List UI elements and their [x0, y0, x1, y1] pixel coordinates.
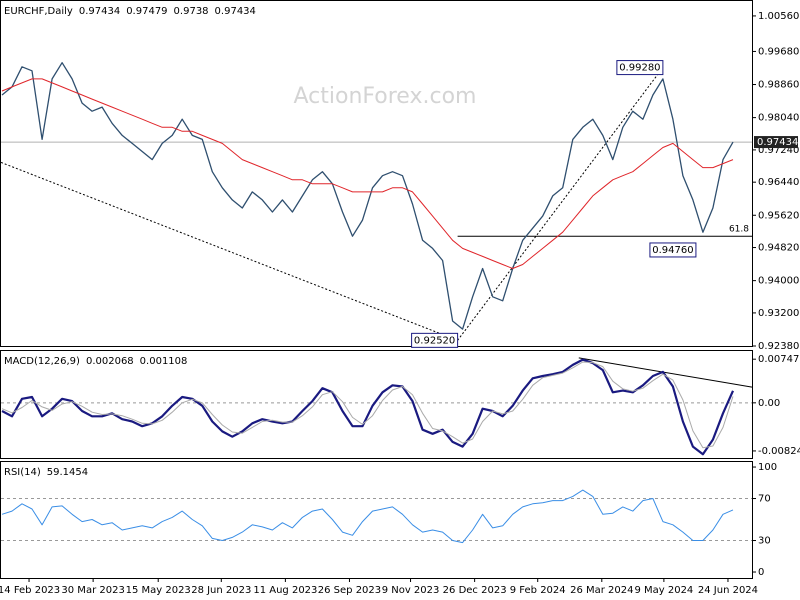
y-tick-label: 0.94000	[758, 276, 799, 287]
x-tick-label: 30 Mar 2023	[61, 585, 124, 596]
annotation-label: 0.94760	[652, 245, 693, 256]
x-tick-label: 26 Sep 2023	[318, 585, 381, 596]
x-tick-label: 26 Dec 2023	[443, 585, 507, 596]
y-tick-label: 0.95620	[758, 210, 799, 221]
y-tick-label: 0.00	[758, 398, 780, 409]
x-tick-label: 28 Jun 2023	[191, 585, 251, 596]
trendline	[578, 357, 753, 388]
series-line	[1, 78, 734, 269]
y-tick-label: 0.92380	[758, 341, 799, 352]
rsi-frame	[0, 461, 753, 579]
header-text: 0.97434	[79, 6, 120, 17]
x-tick-label: 9 Feb 2024	[510, 585, 566, 596]
series-line	[1, 361, 734, 449]
price-frame	[0, 0, 753, 347]
panel-header: RSI(14) 59.1454	[4, 467, 88, 478]
y-tick-label: 1.00560	[758, 11, 799, 22]
y-tick-label: 30	[758, 536, 771, 547]
annotation-box	[616, 60, 664, 76]
watermark: ActionForex.com	[294, 84, 477, 109]
annotation-box	[411, 332, 459, 348]
y-tick-label: 0.96440	[758, 177, 799, 188]
header-text: 0.001108	[140, 356, 188, 367]
panel-header: MACD(12,26,9) 0.002068 0.001108	[4, 356, 187, 367]
x-tick-label: 15 May 2023	[126, 585, 191, 596]
header-text: 0.002068	[86, 356, 134, 367]
x-tick-label: 26 Mar 2024	[570, 585, 633, 596]
y-tick-label: 0.93200	[758, 308, 799, 319]
header-text: 0.97434	[215, 6, 256, 17]
fib-label: 61.8	[729, 225, 749, 235]
header-text: 59.1454	[47, 467, 88, 478]
last-price-label: 0.97434	[757, 137, 798, 148]
annotation-label: 0.99280	[619, 63, 660, 74]
y-tick-label: 0	[758, 567, 764, 578]
y-tick-label: 0.98040	[758, 113, 799, 124]
panel-header: EURCHF,Daily 0.97434 0.97479 0.9738 0.97434	[4, 6, 256, 17]
header-text: MACD(12,26,9)	[4, 356, 80, 367]
series-line	[1, 489, 734, 544]
x-tick-label: 14 Feb 2023	[0, 585, 60, 596]
y-tick-label: 0.97240	[758, 145, 799, 156]
macd-frame	[0, 350, 753, 459]
y-tick-label: 100	[758, 462, 777, 473]
header-text: 0.97479	[126, 6, 167, 17]
x-tick-label: 9 Nov 2023	[382, 585, 440, 596]
trendline	[0, 161, 458, 341]
x-tick-label: 11 Aug 2023	[253, 585, 317, 596]
header-text: 0.9738	[174, 6, 209, 17]
trendline	[457, 67, 664, 341]
x-tick-label: 9 May 2024	[634, 585, 693, 596]
y-tick-label: 0.007477	[758, 354, 800, 365]
y-tick-label: -0.00824	[758, 446, 800, 457]
series-line	[1, 358, 735, 456]
y-tick-label: 0.98860	[758, 80, 799, 91]
header-text: RSI(14)	[4, 467, 41, 478]
annotation-box	[649, 242, 697, 258]
last-price-tag	[754, 136, 798, 149]
x-tick-label: 24 Jun 2024	[698, 585, 758, 596]
y-tick-label: 0.94820	[758, 243, 799, 254]
series-line	[1, 62, 734, 330]
annotation-label: 0.92520	[414, 335, 455, 346]
header-text: EURCHF,Daily	[4, 6, 73, 17]
y-tick-label: 0.99680	[758, 46, 799, 57]
y-tick-label: 70	[758, 494, 771, 505]
